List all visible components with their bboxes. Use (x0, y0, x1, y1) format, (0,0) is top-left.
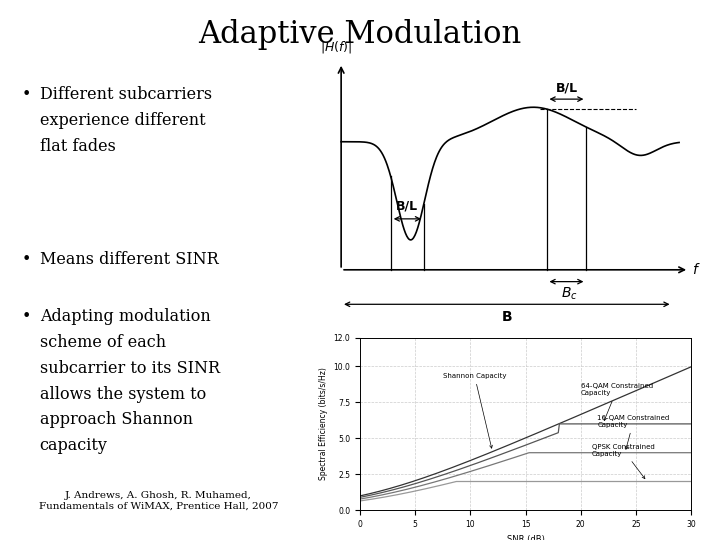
Text: approach Shannon: approach Shannon (40, 411, 193, 428)
Text: B/L: B/L (396, 200, 418, 213)
Text: 16-QAM Constrained
Capacity: 16-QAM Constrained Capacity (598, 415, 670, 449)
Text: flat fades: flat fades (40, 138, 115, 155)
Text: B/L: B/L (555, 81, 577, 94)
Text: subcarrier to its SINR: subcarrier to its SINR (40, 360, 220, 376)
Text: •: • (22, 251, 31, 268)
Text: $B_c$: $B_c$ (562, 286, 578, 302)
Text: $|H(f)|$: $|H(f)|$ (320, 39, 352, 55)
Text: Adapting modulation: Adapting modulation (40, 308, 210, 325)
Text: Shannon Capacity: Shannon Capacity (443, 373, 506, 448)
Text: scheme of each: scheme of each (40, 334, 166, 350)
Text: •: • (22, 308, 31, 325)
Text: f: f (693, 263, 697, 277)
X-axis label: SNR (dB): SNR (dB) (507, 535, 544, 540)
Text: allows the system to: allows the system to (40, 386, 206, 402)
Text: Adaptive Modulation: Adaptive Modulation (199, 19, 521, 50)
Text: Different subcarriers: Different subcarriers (40, 86, 212, 103)
Text: capacity: capacity (40, 437, 107, 454)
Text: experience different: experience different (40, 112, 205, 129)
Text: •: • (22, 86, 31, 103)
Text: 64-QAM Constrained
Capacity: 64-QAM Constrained Capacity (581, 383, 653, 421)
Text: B: B (502, 310, 512, 324)
Y-axis label: Spectral Efficiency (bits/s/Hz): Spectral Efficiency (bits/s/Hz) (319, 367, 328, 481)
Text: Means different SINR: Means different SINR (40, 251, 218, 268)
Text: QPSK Constrained
Capacity: QPSK Constrained Capacity (592, 443, 654, 478)
Text: J. Andrews, A. Ghosh, R. Muhamed,
Fundamentals of WiMAX, Prentice Hall, 2007: J. Andrews, A. Ghosh, R. Muhamed, Fundam… (39, 491, 278, 510)
